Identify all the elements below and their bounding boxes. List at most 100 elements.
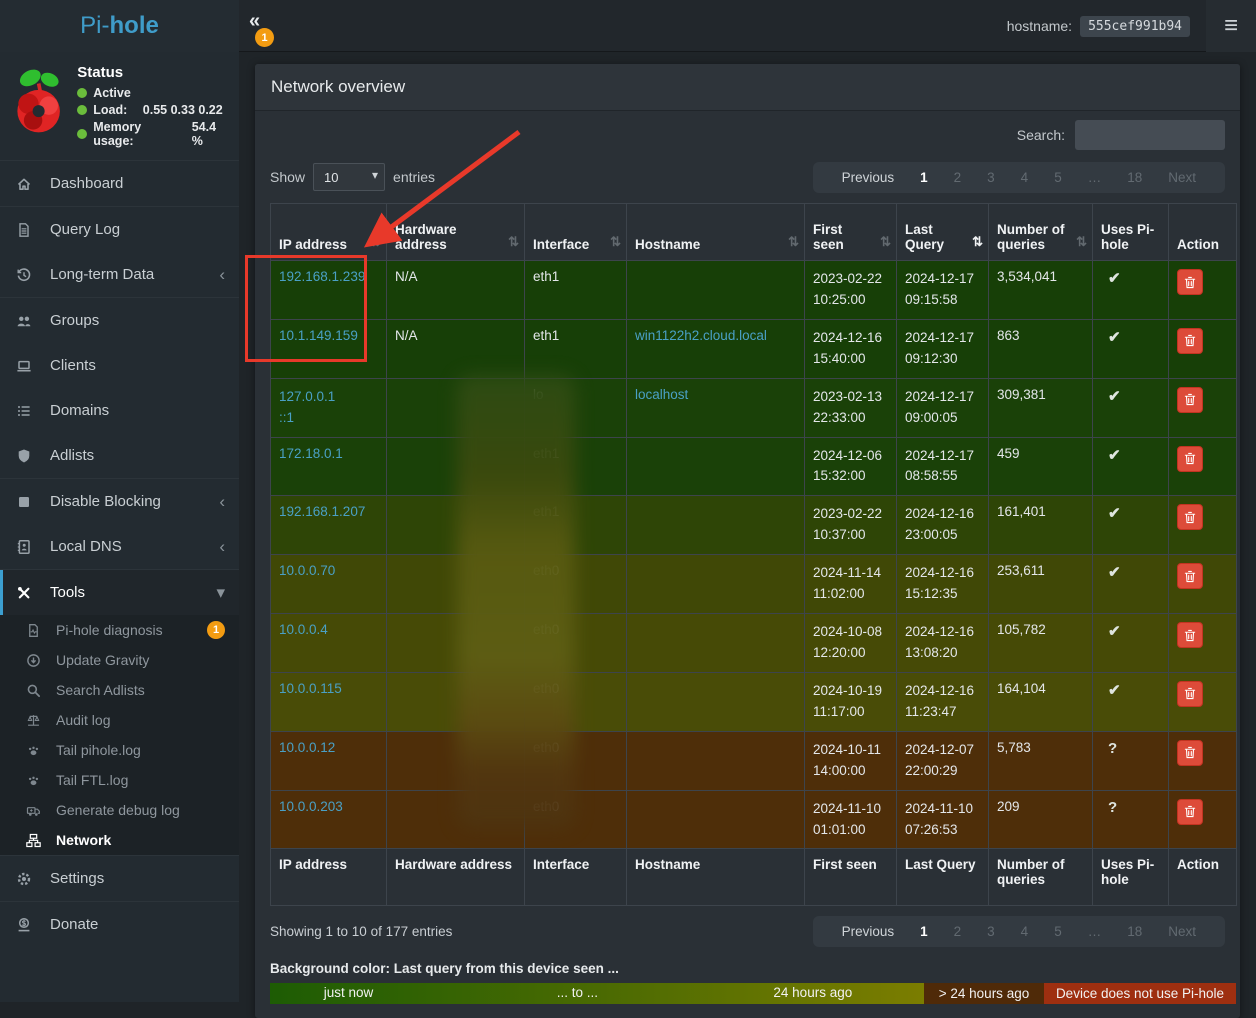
submenu-item-generate-debug-log[interactable]: Generate debug log xyxy=(0,795,239,825)
first-seen-cell: 2023-02-2210:37:00 xyxy=(805,496,897,555)
pagination-page-5[interactable]: 5 xyxy=(1041,924,1075,939)
sidebar-item-settings[interactable]: Settings xyxy=(0,856,239,901)
history-icon xyxy=(16,267,40,283)
submenu-item-search-adlists[interactable]: Search Adlists xyxy=(0,675,239,705)
table-header-row: IP address⇅ Hardware address⇅ Interface⇅… xyxy=(271,204,1237,261)
hostname-badge: 555cef991b94 xyxy=(1080,16,1190,37)
delete-device-button[interactable] xyxy=(1177,740,1203,766)
pagination-page-1[interactable]: 1 xyxy=(907,170,941,185)
submenu-item-label: Pi-hole diagnosis xyxy=(56,622,163,638)
pagination-page-18[interactable]: 18 xyxy=(1114,924,1155,939)
delete-device-button[interactable] xyxy=(1177,622,1203,648)
brand-hole: hole xyxy=(110,12,159,40)
delete-device-button[interactable] xyxy=(1177,328,1203,354)
device-ip-link[interactable]: ::1 xyxy=(279,410,294,425)
column-header-first-seen[interactable]: First seen⇅ xyxy=(805,204,897,261)
update-notification-badge[interactable]: 1 xyxy=(255,28,274,47)
page-size-select[interactable]: 10 xyxy=(313,163,385,191)
diagnosis-icon xyxy=(26,623,48,638)
ambulance-icon xyxy=(26,803,48,818)
pagination-page-5[interactable]: 5 xyxy=(1041,170,1075,185)
submenu-item-update-gravity[interactable]: Update Gravity xyxy=(0,645,239,675)
device-ip-link[interactable]: 172.18.0.1 xyxy=(279,446,343,461)
sidebar-item-label: Long-term Data xyxy=(50,266,154,283)
device-ip-link[interactable]: 192.168.1.239 xyxy=(279,269,365,284)
pagination-next[interactable]: Next xyxy=(1155,924,1209,939)
pagination-next[interactable]: Next xyxy=(1155,170,1209,185)
column-header-ip-address[interactable]: IP address⇅ xyxy=(271,204,387,261)
sidebar-item-local-dns[interactable]: Local DNS ‹ xyxy=(0,524,239,569)
device-ip-link[interactable]: 10.0.0.12 xyxy=(279,740,335,755)
top-navbar: Pi-hole « 1 hostname: 555cef991b94 ≡ xyxy=(0,0,1256,52)
delete-device-button[interactable] xyxy=(1177,446,1203,472)
hostname-link[interactable]: win1122h2.cloud.local xyxy=(635,328,767,343)
device-ip-link[interactable]: 10.0.0.203 xyxy=(279,799,343,814)
submenu-item-audit-log[interactable]: Audit log xyxy=(0,705,239,735)
last-query-cell: 2024-12-1611:23:47 xyxy=(897,672,989,731)
search-icon xyxy=(26,683,48,698)
sidebar-item-disable-blocking[interactable]: Disable Blocking ‹ xyxy=(0,479,239,524)
last-query-cell: 2024-12-1623:00:05 xyxy=(897,496,989,555)
queries-cell: 863 xyxy=(989,319,1093,378)
delete-device-button[interactable] xyxy=(1177,799,1203,825)
delete-device-button[interactable] xyxy=(1177,387,1203,413)
sidebar-item-label: Clients xyxy=(50,357,96,374)
device-ip-link[interactable]: 192.168.1.207 xyxy=(279,504,365,519)
sidebar-item-tools[interactable]: Tools ▾ xyxy=(0,570,239,615)
status-memory-value: 54.4 % xyxy=(192,120,227,148)
submenu-item-pihole-diagnosis[interactable]: Pi-hole diagnosis 1 xyxy=(0,615,239,645)
column-header-number-of-queries[interactable]: Number of queries⇅ xyxy=(989,204,1093,261)
submenu-item-tail-ftl-log[interactable]: Tail FTL.log xyxy=(0,765,239,795)
column-header-uses-pihole: Uses Pi-hole xyxy=(1093,204,1169,261)
pagination-page-4[interactable]: 4 xyxy=(1008,170,1042,185)
delete-device-button[interactable] xyxy=(1177,681,1203,707)
pagination-page-1[interactable]: 1 xyxy=(907,924,941,939)
submenu-item-tail-pihole-log[interactable]: Tail pihole.log xyxy=(0,735,239,765)
sidebar-item-donate[interactable]: Donate xyxy=(0,902,239,947)
search-input[interactable] xyxy=(1075,120,1225,150)
pagination-page-18[interactable]: 18 xyxy=(1114,170,1155,185)
device-ip-link[interactable]: 127.0.0.1 xyxy=(279,389,335,404)
chevron-left-icon: ‹ xyxy=(219,265,225,285)
pagination-page-2[interactable]: 2 xyxy=(941,924,975,939)
sidebar-item-adlists[interactable]: Adlists xyxy=(0,433,239,478)
delete-device-button[interactable] xyxy=(1177,504,1203,530)
table-row: 10.1.149.159 N/A eth1 win1122h2.cloud.lo… xyxy=(271,319,1237,378)
pagination-previous[interactable]: Previous xyxy=(829,170,908,185)
footer-first-seen: First seen xyxy=(805,849,897,906)
sidebar-item-domains[interactable]: Domains xyxy=(0,388,239,433)
device-ip-link[interactable]: 10.1.149.159 xyxy=(279,328,358,343)
footer-hostname: Hostname xyxy=(627,849,805,906)
redacted-hardware-addresses-blur xyxy=(457,375,575,829)
users-icon xyxy=(16,313,40,329)
status-active-label: Active xyxy=(93,86,131,100)
sidebar-item-groups[interactable]: Groups xyxy=(0,298,239,343)
pagination-previous[interactable]: Previous xyxy=(829,924,908,939)
pagination-page-4[interactable]: 4 xyxy=(1008,924,1042,939)
column-header-hostname[interactable]: Hostname⇅ xyxy=(627,204,805,261)
column-header-last-query[interactable]: Last Query⇅ xyxy=(897,204,989,261)
pagination-page-3[interactable]: 3 xyxy=(974,924,1008,939)
device-ip-link[interactable]: 10.0.0.4 xyxy=(279,622,328,637)
device-ip-link[interactable]: 10.0.0.70 xyxy=(279,563,335,578)
uses-pihole-cell: ? xyxy=(1093,731,1169,790)
hostname-link[interactable]: localhost xyxy=(635,387,688,402)
pagination-page-2[interactable]: 2 xyxy=(941,170,975,185)
column-header-interface[interactable]: Interface⇅ xyxy=(525,204,627,261)
gear-icon xyxy=(16,871,40,887)
menu-toggle-button[interactable]: ≡ xyxy=(1206,0,1256,52)
sidebar-item-long-term-data[interactable]: Long-term Data ‹ xyxy=(0,252,239,297)
sort-icon: ⇅ xyxy=(370,234,381,250)
delete-device-button[interactable] xyxy=(1177,269,1203,295)
sidebar-item-dashboard[interactable]: Dashboard xyxy=(0,161,239,206)
delete-device-button[interactable] xyxy=(1177,563,1203,589)
column-header-hardware-address[interactable]: Hardware address⇅ xyxy=(387,204,525,261)
pagination-page-3[interactable]: 3 xyxy=(974,170,1008,185)
sidebar: Status Active Load: 0.55 0.33 0.22 Memor… xyxy=(0,52,239,1002)
sidebar-item-query-log[interactable]: Query Log xyxy=(0,207,239,252)
submenu-item-network[interactable]: Network xyxy=(0,825,239,855)
uses-pihole-cell: ✔ xyxy=(1093,672,1169,731)
device-ip-link[interactable]: 10.0.0.115 xyxy=(279,681,342,696)
interface-cell: eth1 xyxy=(525,261,627,320)
sidebar-item-clients[interactable]: Clients xyxy=(0,343,239,388)
